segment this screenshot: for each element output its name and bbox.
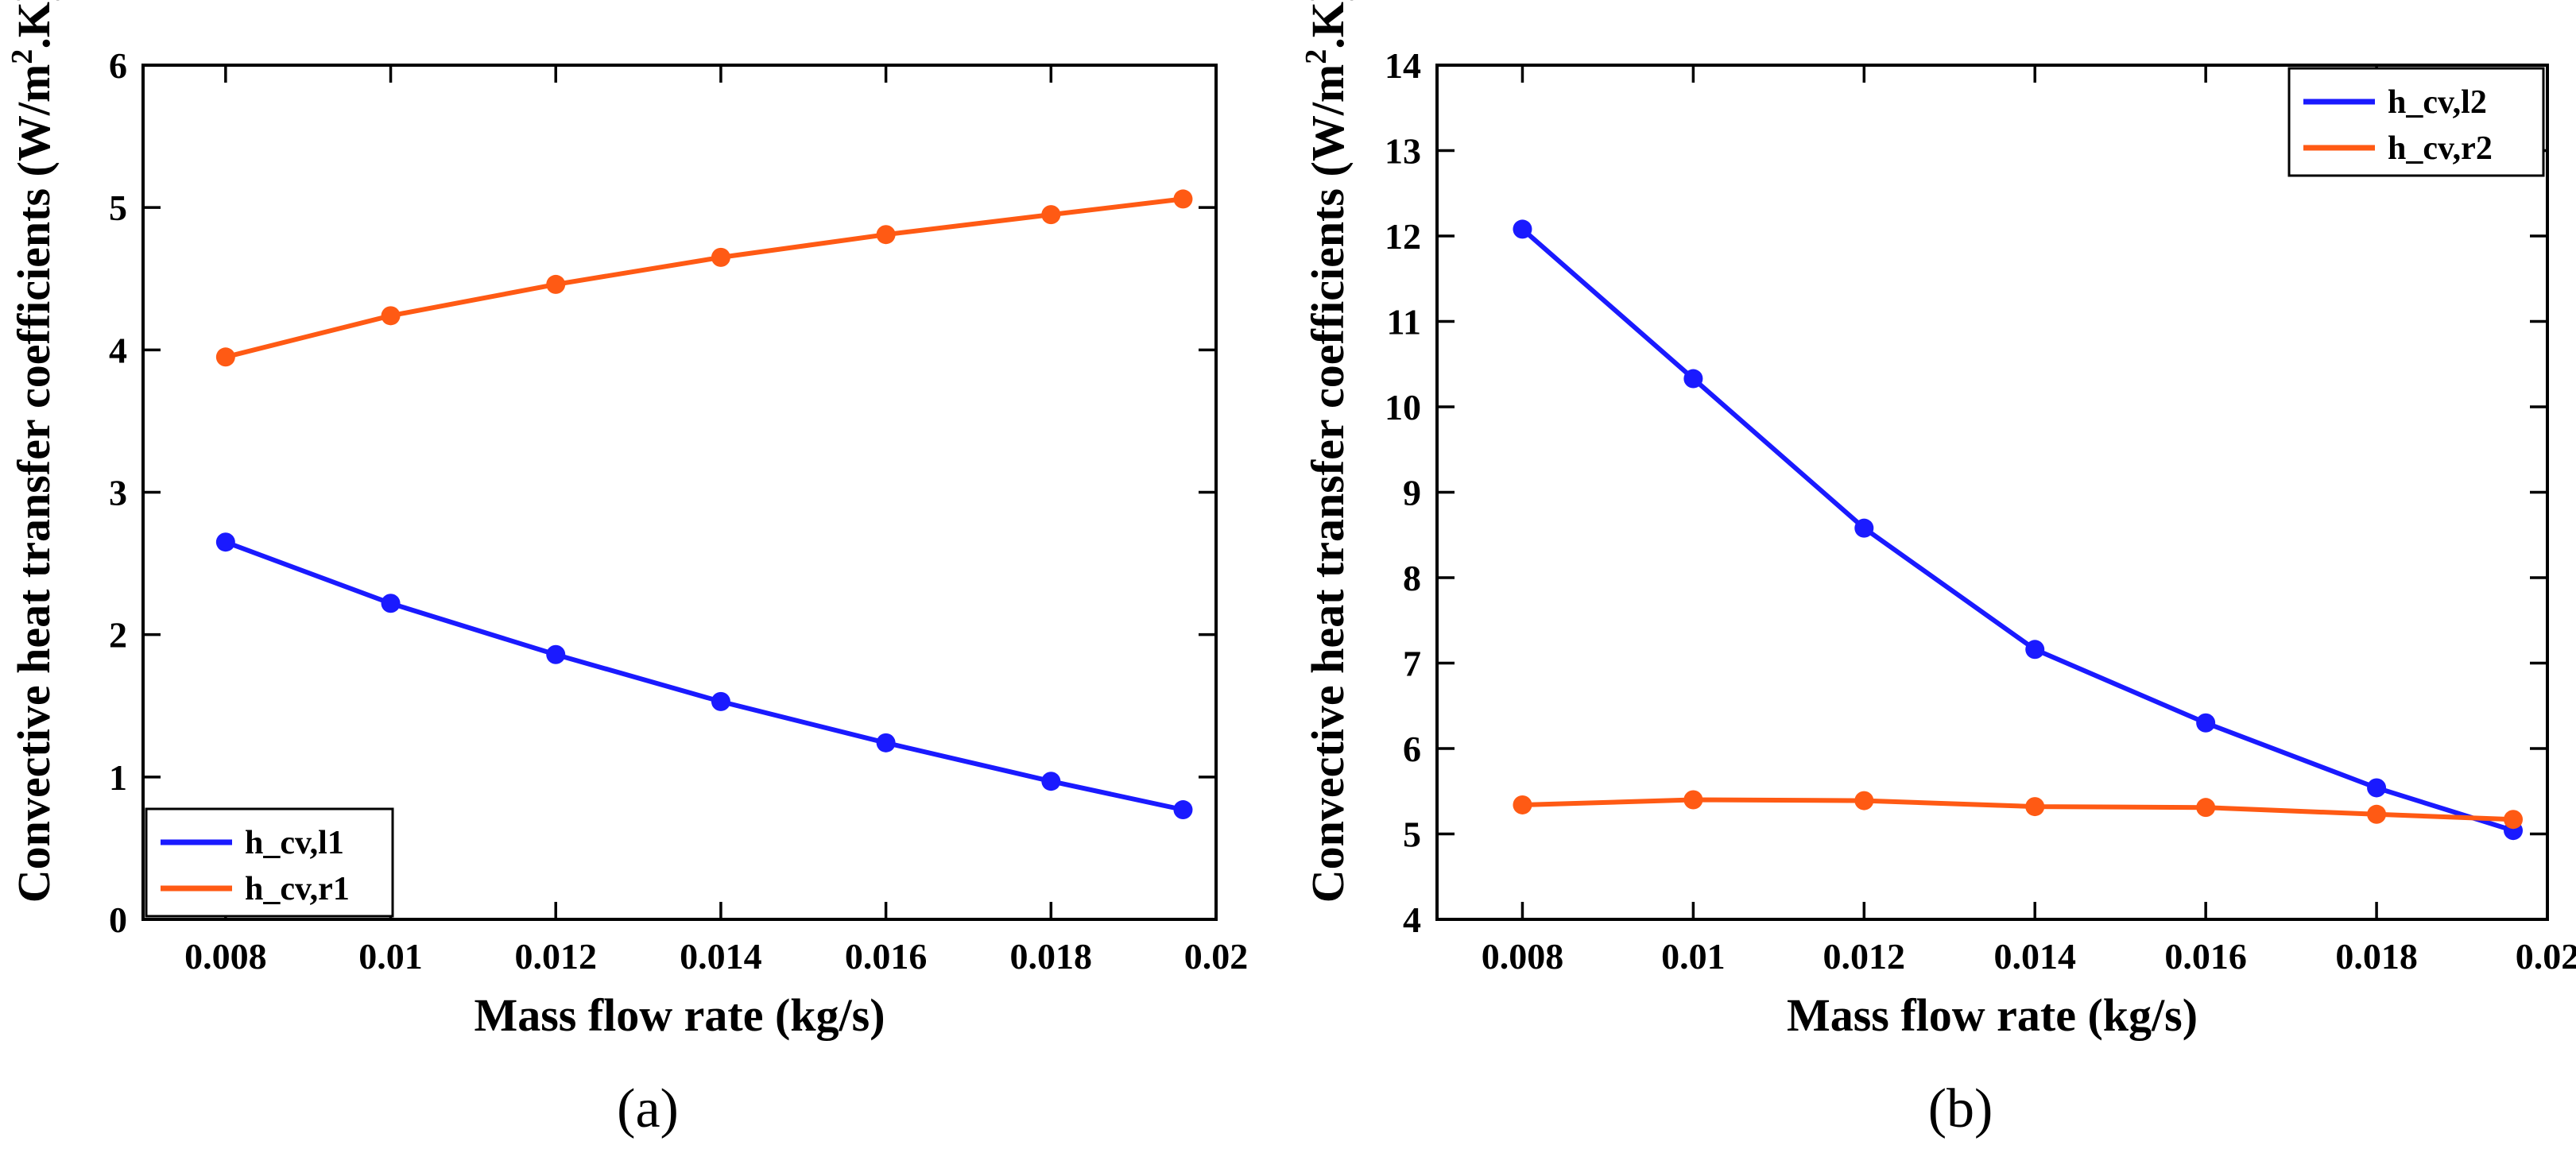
legend-label: h_cv,r2 [2388,130,2493,167]
data-point [1513,795,1532,814]
data-point [215,347,235,367]
data-point [1173,189,1193,209]
series-line-h_cv,l1 [224,540,1184,812]
data-point [381,306,401,326]
x-axis-label: Mass flow rate (kg/s) [1787,989,2198,1041]
legend-box [145,807,394,918]
y-axis-label-superscript: 2 [1300,49,1333,64]
y-tick-label: 6 [1403,729,1421,769]
data-point [1683,790,1703,810]
legend: h_cv,l2 h_cv,r2 [2287,67,2545,177]
legend: h_cv,l1 h_cv,r1 [145,807,394,918]
series-h_cv,l2 [1513,219,2524,841]
data-point [215,532,235,552]
y-tick-label: 6 [109,45,127,86]
data-point [876,225,896,245]
y-tick-label: 5 [109,188,127,228]
y-tick-label: 14 [1385,45,1421,86]
y-tick-label: 1 [109,757,127,798]
data-point [2025,640,2045,660]
y-tick-label: 7 [1403,644,1421,684]
y-tick-label: 9 [1403,473,1421,513]
x-axis-label: Mass flow rate (kg/s) [474,989,885,1041]
data-point [1513,219,1532,239]
x-tick-label: 0.012 [514,936,597,977]
series-line-h_cv,l2 [1520,227,2514,834]
legend-box [2287,67,2545,177]
series-h_cv,r1 [215,189,1193,367]
y-axis-label: Convective heat transfer coefficients (W… [6,0,60,903]
y-tick-label: 4 [109,330,127,370]
y-axis-label-superscript: 2 [6,49,39,64]
data-point [2196,713,2216,733]
series-h_cv,l1 [215,532,1193,820]
panel-label: (b) [1928,1078,1993,1139]
data-point [1854,791,1874,810]
x-tick-label: 0.014 [1993,936,2076,977]
data-point [381,594,401,613]
y-axis-label-main: Convective heat transfer coefficients (W… [1302,64,1354,903]
plot-frame [141,64,1218,921]
y-tick-label: 5 [1403,814,1421,855]
data-point [1854,518,1874,538]
y-tick-label: 10 [1385,387,1421,427]
y-axis-label-main: Convective heat transfer coefficients (W… [8,64,60,903]
y-axis-label-tail: .K) [8,0,60,49]
legend-label: h_cv,l1 [245,825,344,861]
data-point [2196,798,2216,818]
legend-label: h_cv,l2 [2388,84,2487,121]
data-point [546,274,566,294]
x-tick-label: 0.01 [1661,936,1726,977]
chart-panel-b: 0.008 0.01 0.012 0.014 0.016 0.018 0.02 4 5 6 7 8 9 1… [1300,0,2576,1139]
x-tick-label: 0.012 [1823,936,1906,977]
series-line-h_cv,r2 [1522,797,2514,822]
x-tick-label: 0.018 [1010,936,1093,977]
data-point [2367,778,2387,798]
series-h_cv,r2 [1513,790,2524,830]
x-tick-label: 0.01 [358,936,423,977]
y-tick-label: 0 [109,899,127,940]
x-tick-label: 0.014 [680,936,762,977]
y-axis-label-tail: .K) [1302,0,1354,49]
panel-label: (a) [617,1078,679,1139]
x-tick-label: 0.02 [2516,936,2576,977]
x-tick-label: 0.016 [2164,936,2247,977]
y-tick-label: 8 [1403,558,1421,598]
data-point [2504,810,2524,830]
y-tick-label: 12 [1385,216,1421,257]
data-point [711,247,730,267]
y-tick-label: 13 [1385,131,1421,172]
y-axis-label: Convective heat transfer coefficients (W… [1300,0,1354,903]
y-tick-label: 11 [1387,302,1421,342]
x-tick-label: 0.008 [184,936,267,977]
y-tick-label: 3 [109,473,127,513]
data-point [2025,797,2045,817]
data-point [546,644,566,664]
chart-panel-a: 0.008 0.01 0.012 0.014 0.016 0.018 0.02 0 1 2 3 4 5 6… [6,0,1248,1139]
data-point [2367,804,2387,824]
y-tick-label: 4 [1403,899,1421,940]
data-point [1173,800,1193,820]
x-tick-label: 0.016 [845,936,928,977]
y-tick-label: 2 [109,615,127,656]
x-tick-label: 0.02 [1184,936,1249,977]
data-point [711,691,730,711]
legend-label: h_cv,r1 [245,871,350,907]
data-point [1041,205,1061,225]
x-tick-label: 0.008 [1482,936,1564,977]
data-point [1041,772,1061,791]
data-point [876,733,896,752]
series-line-h_cv,r1 [225,196,1183,360]
x-tick-label: 0.018 [2335,936,2418,977]
data-point [1683,369,1703,389]
